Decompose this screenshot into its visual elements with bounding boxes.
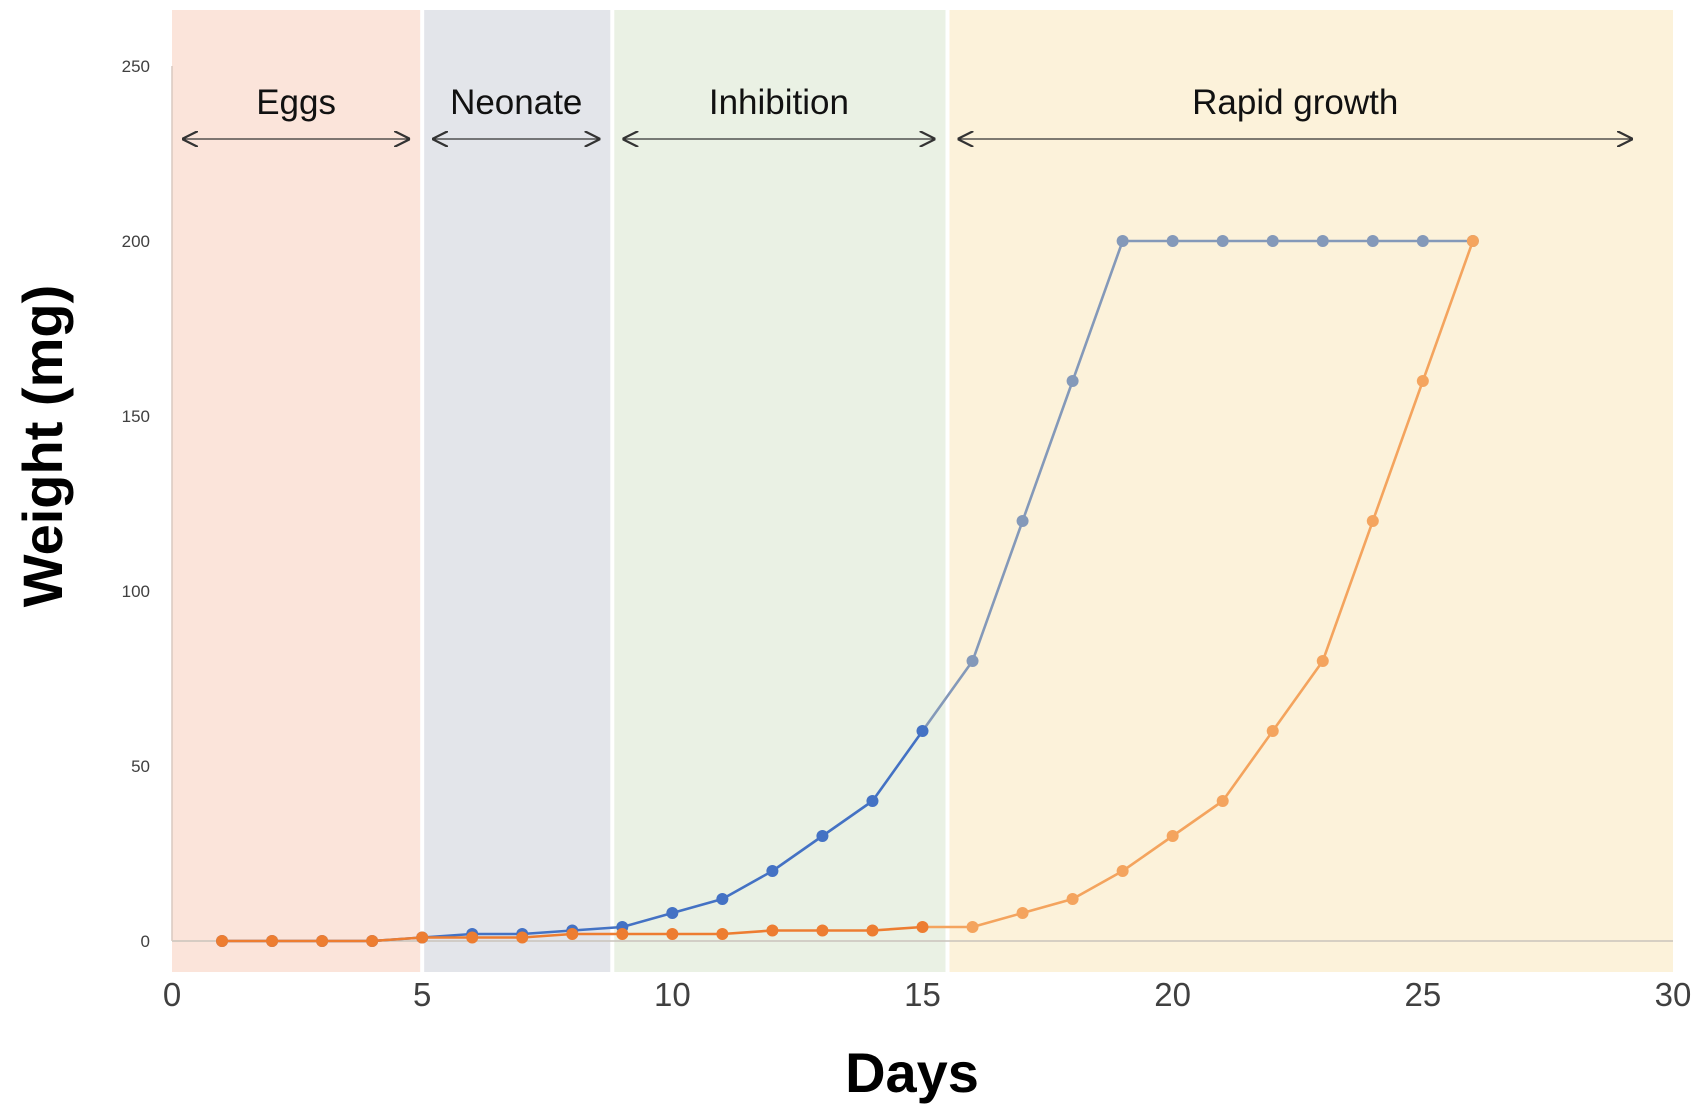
series-1-segment <box>821 799 874 838</box>
series-1-point <box>866 795 879 807</box>
series-2-segment <box>1021 897 1074 915</box>
series-1-point <box>966 655 979 667</box>
phase-band-eggs <box>172 10 423 972</box>
series-2-point <box>366 935 379 947</box>
series-1-segment <box>921 659 974 733</box>
series-2-point <box>316 935 329 947</box>
series-1-point <box>1116 235 1129 247</box>
series-2 <box>216 235 1479 947</box>
y-tick-label: 250 <box>122 57 150 76</box>
series-1-point <box>1416 235 1429 247</box>
series-1-segment <box>771 834 824 873</box>
x-axis-title: Days <box>845 1041 979 1104</box>
y-tick-label: 0 <box>141 932 150 951</box>
y-tick-label: 150 <box>122 407 150 426</box>
series-2-segment <box>1371 379 1425 523</box>
series-2-point <box>216 935 229 947</box>
series-2-point <box>866 924 879 937</box>
series-2-point <box>416 931 429 944</box>
series-2-segment <box>1421 239 1475 383</box>
phase-labels: Eggs Neonate Inhibition Rapid growth <box>182 83 1633 139</box>
x-tick-label: 0 <box>163 976 181 1013</box>
series-1-segment <box>1021 379 1074 523</box>
series-1-segment <box>871 729 924 803</box>
series-2-point <box>1216 795 1229 807</box>
series-2-point <box>1316 655 1329 667</box>
series-1-point <box>1366 235 1379 247</box>
phase-label-inhibition: Inhibition <box>709 83 849 122</box>
series-2-point <box>716 928 729 940</box>
series-2-segment <box>370 936 424 943</box>
series-2-point <box>666 928 679 940</box>
x-tick-label: 25 <box>1404 976 1441 1013</box>
series-1-segment <box>971 519 1024 663</box>
series-2-point <box>1366 515 1379 527</box>
series-1-point <box>766 865 779 877</box>
x-tick-label: 15 <box>904 976 941 1013</box>
series-2-point <box>816 924 829 937</box>
series-1-point <box>1216 235 1229 247</box>
series-2-segment <box>520 932 574 939</box>
series-2-point <box>616 928 629 940</box>
series-2-point <box>1016 907 1029 919</box>
y-axis-title: Weight (mg) <box>11 285 74 607</box>
series-2-point <box>766 924 779 937</box>
series-1-point <box>1316 235 1329 247</box>
series-1-point <box>916 725 929 737</box>
series-2-point <box>1266 725 1279 737</box>
series-2-segment <box>1271 659 1325 733</box>
series-1-point <box>1016 515 1029 527</box>
phase-label-neonate: Neonate <box>450 83 582 122</box>
series-1-point <box>1166 235 1179 247</box>
series-1-segment <box>570 925 624 932</box>
x-tick-label: 10 <box>654 976 691 1013</box>
series-2-point <box>566 928 579 940</box>
x-tick-label: 30 <box>1655 976 1692 1013</box>
series-2-point <box>266 935 279 947</box>
series-2-segment <box>1221 729 1275 803</box>
series-layer <box>216 235 1479 947</box>
series-1-point <box>1066 375 1079 387</box>
series-1-point <box>666 907 679 919</box>
phase-band-rapid-growth <box>947 10 1673 972</box>
phase-band-inhibition <box>612 10 948 972</box>
series-2-point <box>916 921 929 933</box>
phase-label-eggs: Eggs <box>256 83 336 122</box>
phase-bands <box>172 10 1673 972</box>
series-2-segment <box>721 929 774 936</box>
series-2-point <box>516 931 529 944</box>
phase-label-rapid-growth: Rapid growth <box>1192 83 1398 122</box>
series-2-segment <box>1321 519 1375 663</box>
x-tick-label: 5 <box>413 976 431 1013</box>
series-2-point <box>1116 865 1129 877</box>
series-2-point <box>966 921 979 933</box>
y-tick-label: 100 <box>122 582 150 601</box>
series-2-point <box>1416 375 1429 387</box>
series-1-segment <box>1071 239 1124 383</box>
series-1-point <box>716 893 729 905</box>
series-1-segment <box>620 911 674 929</box>
series-2-segment <box>971 911 1024 929</box>
series-2-segment <box>1171 799 1224 838</box>
series-1-segment <box>520 929 574 936</box>
series-2-point <box>1066 893 1079 905</box>
series-2-point <box>466 931 479 944</box>
series-2-point <box>1466 235 1479 247</box>
series-2-segment <box>1121 834 1174 873</box>
series-2-segment <box>871 925 924 932</box>
series-2-segment <box>1071 869 1124 901</box>
phase-band-neonate <box>422 10 613 972</box>
series-1-point <box>816 830 829 842</box>
series-2-point <box>1166 830 1179 842</box>
series-1-segment <box>671 897 724 915</box>
series-1-segment <box>721 869 774 901</box>
x-tick-label: 20 <box>1154 976 1191 1013</box>
x-tick-labels: 0 5 10 15 20 25 30 <box>163 976 1692 1013</box>
y-tick-label: 50 <box>131 757 150 776</box>
y-tick-label: 200 <box>122 232 150 251</box>
series-1-point <box>1266 235 1279 247</box>
y-tick-labels: 0 50 100 150 200 250 <box>122 57 150 951</box>
